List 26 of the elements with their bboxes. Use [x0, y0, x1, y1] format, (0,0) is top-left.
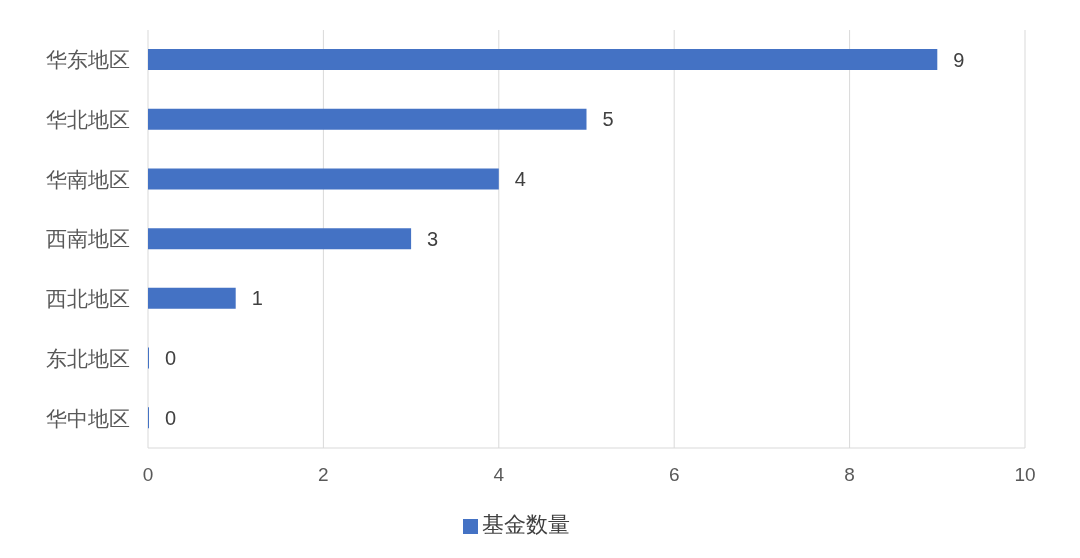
bar	[148, 49, 938, 70]
y-tick-label: 西南地区	[46, 227, 130, 251]
x-tick-label: 8	[844, 464, 855, 486]
x-tick-label: 6	[668, 464, 680, 486]
data-label: 3	[427, 227, 439, 250]
x-tick-label: 10	[1014, 464, 1036, 486]
data-label: 0	[165, 406, 177, 429]
bar	[148, 168, 499, 190]
legend-label: 基金数量	[482, 512, 570, 537]
y-tick-label: 华北地区	[46, 108, 130, 132]
bar	[148, 228, 412, 250]
data-label: 5	[602, 108, 614, 131]
data-label: 0	[165, 347, 177, 370]
y-tick-label: 西北地区	[46, 287, 130, 311]
data-label: 4	[514, 167, 526, 190]
y-tick-label: 华中地区	[46, 406, 130, 430]
bar	[148, 287, 236, 309]
x-tick-label: 0	[142, 464, 154, 486]
data-label: 9	[953, 48, 965, 71]
y-tick-label: 华南地区	[46, 167, 130, 191]
x-tick-label: 4	[493, 464, 505, 486]
x-tick-label: 2	[318, 464, 329, 486]
data-label: 1	[251, 287, 263, 310]
y-tick-label: 东北地区	[46, 346, 130, 370]
y-tick-label: 华东地区	[46, 48, 130, 72]
bar	[148, 108, 587, 130]
